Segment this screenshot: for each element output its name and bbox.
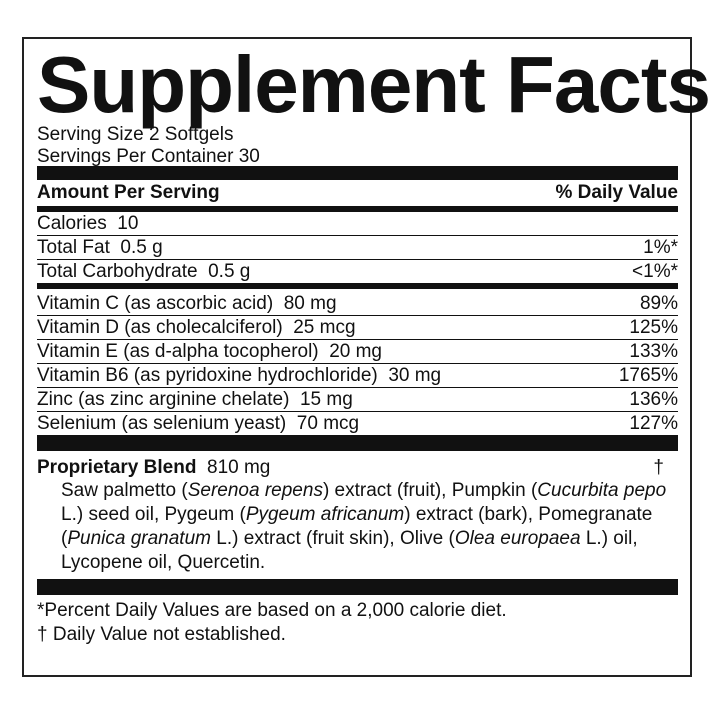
nutrient-row: Selenium (as selenium yeast) 70 mcg 127% <box>37 412 678 435</box>
nutrient-row: Zinc (as zinc arginine chelate) 15 mg 136… <box>37 388 678 412</box>
nutrient-row: Vitamin E (as d-alpha tocopherol) 20 mg 1… <box>37 340 678 364</box>
latin-name: Olea europaea <box>454 528 581 549</box>
nutrient-row: Total Fat 0.5 g 1%* <box>37 236 678 260</box>
nutrient-dv: 1%* <box>643 237 678 258</box>
nutrient-name: Vitamin E (as d-alpha tocopherol) 20 mg <box>37 341 382 362</box>
latin-name: Punica granatum <box>67 528 211 549</box>
ingredient-text: ) extract (fruit), Pumpkin ( <box>322 480 538 501</box>
nutrient-dv: 136% <box>629 389 678 410</box>
serving-size: Serving Size 2 Softgels <box>37 124 234 145</box>
footnote-dagger: † Daily Value not established. <box>37 624 286 645</box>
blend-amount: 810 mg <box>207 457 271 478</box>
ingredient-text: L.) oil, Lycopene oil, Quercetin. <box>61 528 638 573</box>
latin-name: Pygeum africanum <box>245 504 405 525</box>
nutrient-name: Vitamin B6 (as pyridoxine hydrochloride)… <box>37 365 442 386</box>
nutrient-dv: 127% <box>629 413 678 434</box>
blend-name: Proprietary Blend <box>37 457 197 478</box>
ingredient-text: Saw palmetto ( <box>61 480 188 501</box>
nutrient-name: Total Carbohydrate 0.5 g <box>37 261 251 282</box>
footnotes: *Percent Daily Values are based on a 2,0… <box>37 599 678 647</box>
latin-name: Serenoa repens <box>187 480 323 501</box>
nutrient-name: Calories 10 <box>37 213 139 234</box>
nutrient-name: Selenium (as selenium yeast) 70 mcg <box>37 413 360 434</box>
nutrient-row: Vitamin B6 (as pyridoxine hydrochloride)… <box>37 364 678 388</box>
blend-dv: † <box>653 457 664 478</box>
nutrient-row: Vitamin D (as cholecalciferol) 25 mcg 125… <box>37 316 678 340</box>
dv-header: % Daily Value <box>555 182 678 203</box>
nutrient-name: Vitamin D (as cholecalciferol) 25 mcg <box>37 317 356 338</box>
nutrient-name: Vitamin C (as ascorbic acid) 80 mg <box>37 293 337 314</box>
table-header: Amount Per Serving % Daily Value <box>37 180 678 206</box>
latin-name: Cucurbita pepo <box>537 480 667 501</box>
nutrient-name: Total Fat 0.5 g <box>37 237 163 258</box>
divider-thick <box>37 166 678 180</box>
nutrient-row: Vitamin C (as ascorbic acid) 80 mg 89% <box>37 292 678 316</box>
supplement-facts-panel: Supplement Facts Serving Size 2 Softgels… <box>22 37 711 677</box>
ingredient-text: L.) extract (fruit skin), Olive ( <box>210 528 455 549</box>
ingredient-text: L.) seed oil, Pygeum ( <box>61 504 246 525</box>
nutrient-row: Calories 10 <box>37 212 678 236</box>
nutrient-dv: 1765% <box>618 365 678 386</box>
blend-ingredients: Saw palmetto (Serenoa repens) extract (f… <box>37 479 678 575</box>
panel-title: Supplement Facts <box>37 40 711 129</box>
nutrient-row: Total Carbohydrate 0.5 g <1%* <box>37 260 678 283</box>
nutrient-dv: 125% <box>629 317 678 338</box>
nutrient-dv: 133% <box>629 341 678 362</box>
divider-thick <box>37 579 678 595</box>
nutrient-name: Zinc (as zinc arginine chelate) 15 mg <box>37 389 353 410</box>
divider-medium <box>37 206 678 212</box>
divider-thick <box>37 435 678 451</box>
divider-medium <box>37 283 678 289</box>
nutrient-dv: <1%* <box>632 261 678 282</box>
amount-header: Amount Per Serving <box>37 182 220 203</box>
blend-header: Proprietary Blend 810 mg † <box>37 457 678 479</box>
footnote-dv: *Percent Daily Values are based on a 2,0… <box>37 600 507 621</box>
servings-per-container: Servings Per Container 30 <box>37 146 260 167</box>
nutrient-dv: 89% <box>639 293 678 314</box>
ingredient-text: ) extract (bark), Pomegranate ( <box>61 504 653 549</box>
